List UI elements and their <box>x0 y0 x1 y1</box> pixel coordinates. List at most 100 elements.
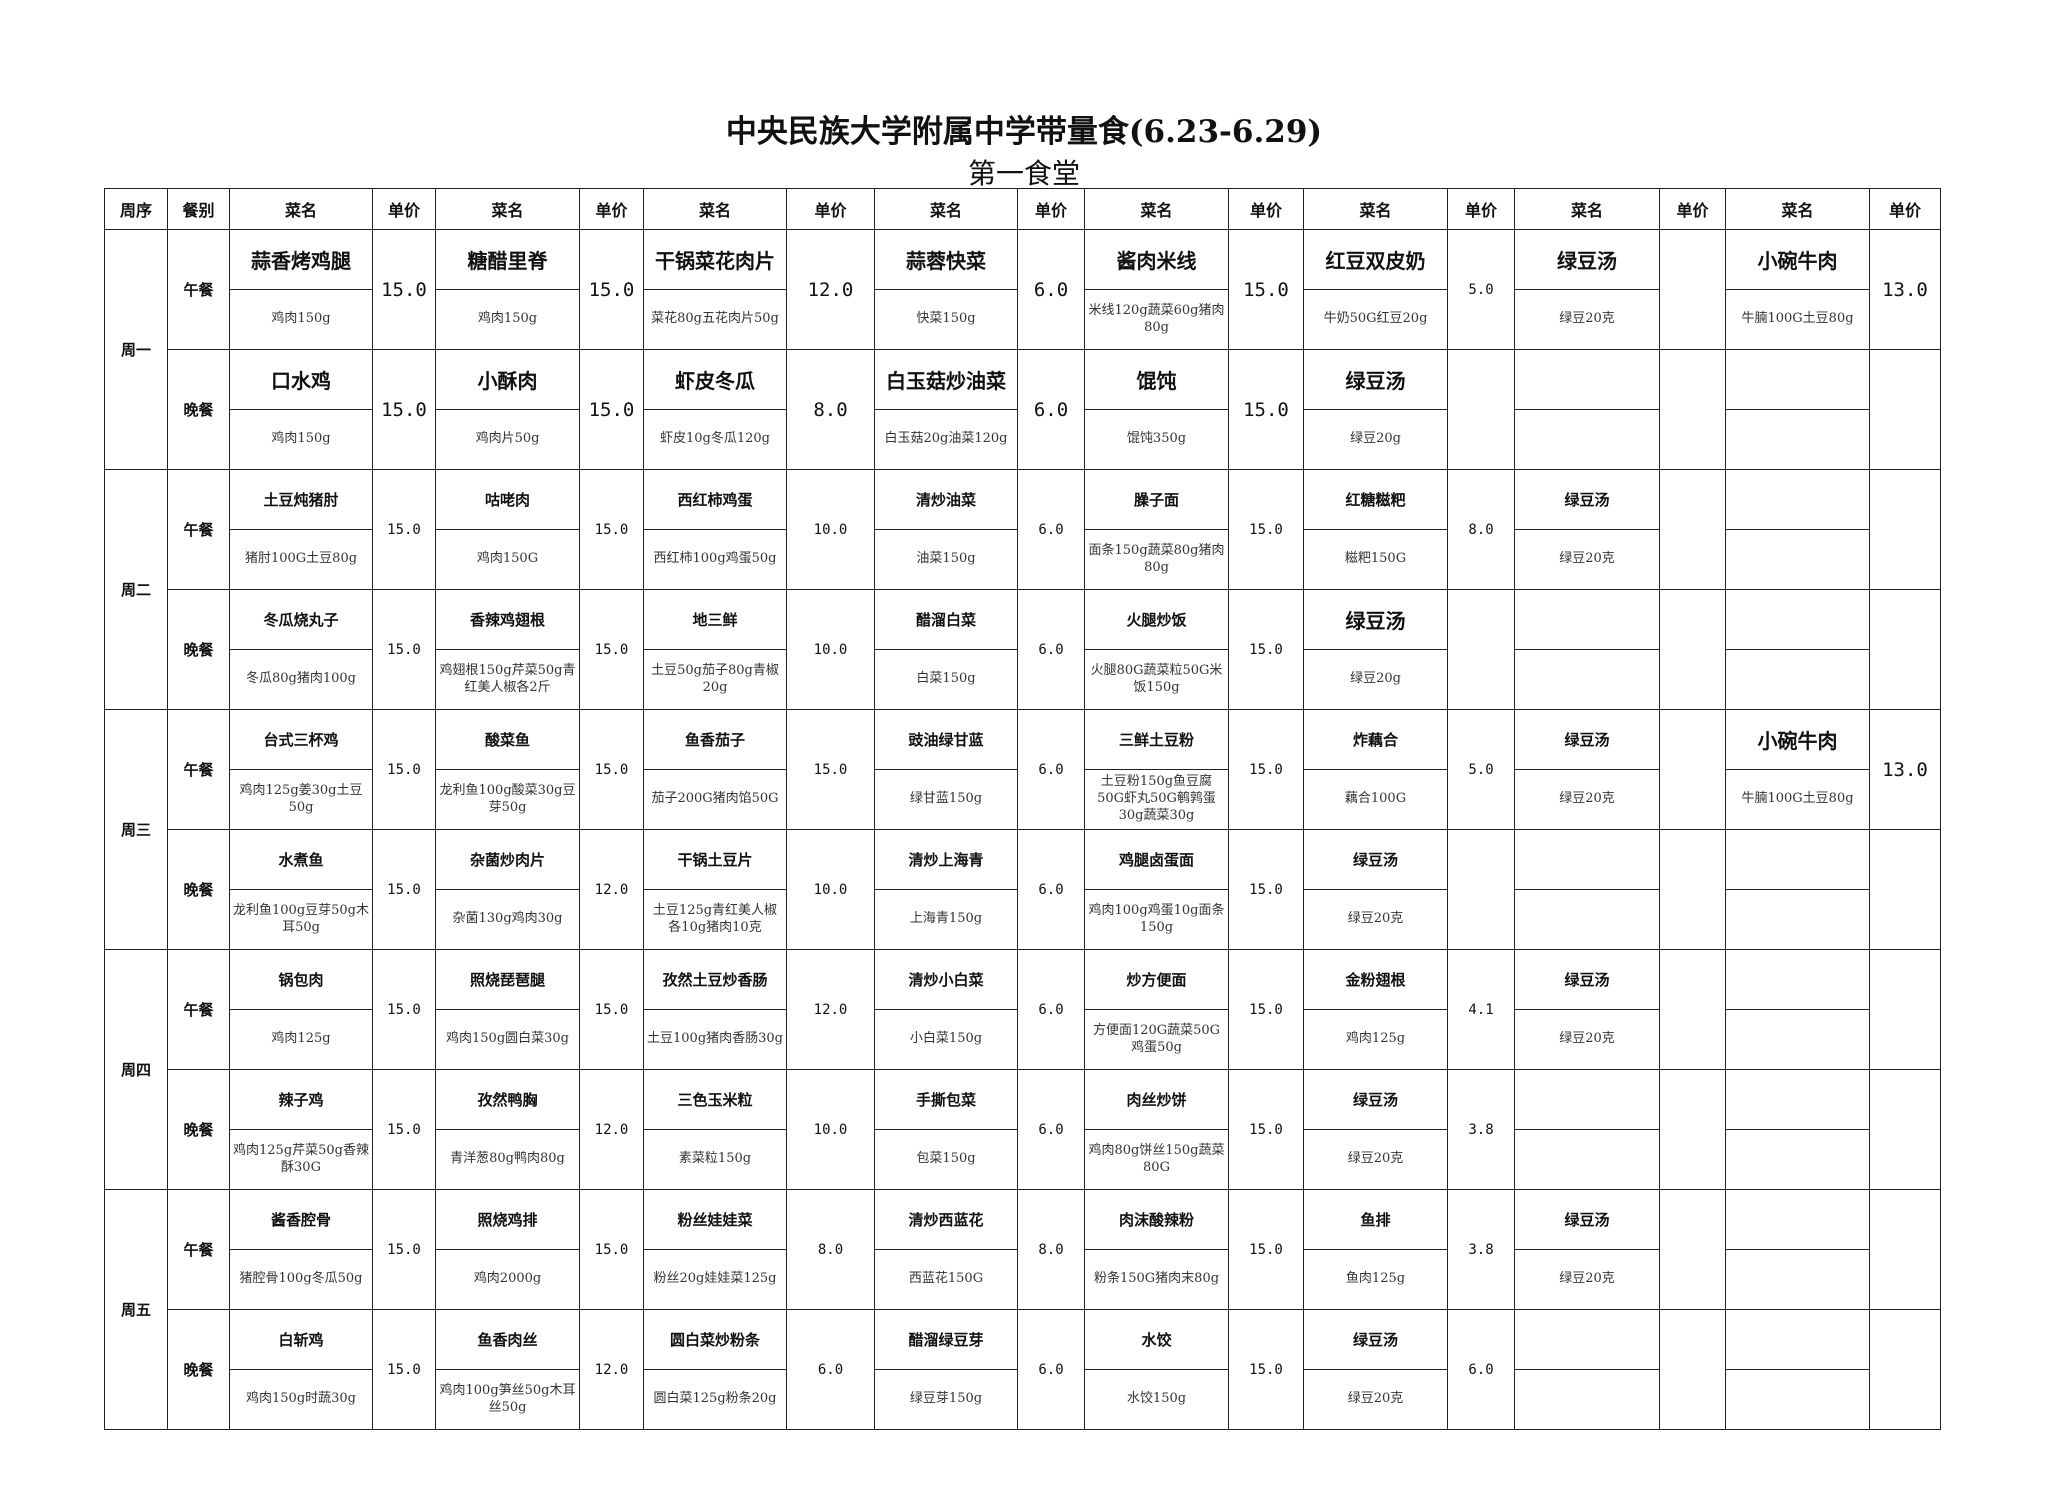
dish-ingredients <box>1514 1129 1660 1190</box>
dish-name: 小碗牛肉 <box>1725 709 1870 770</box>
dish-price: 6.0 <box>786 1309 875 1430</box>
dish-ingredients: 鸡肉150g圆白菜30g <box>435 1009 580 1070</box>
dish-name: 照烧琵琶腿 <box>435 949 580 1010</box>
dish-name: 清炒西蓝花 <box>874 1189 1018 1250</box>
dish-price: 15.0 <box>372 589 436 710</box>
dish-price <box>1659 1069 1726 1190</box>
dish-ingredients: 小白菜150g <box>874 1009 1018 1070</box>
dish-name: 鸡腿卤蛋面 <box>1084 829 1229 890</box>
dish-ingredients: 牛奶50G红豆20g <box>1303 289 1448 350</box>
dish-ingredients: 土豆50g茄子80g青椒20g <box>643 649 787 710</box>
dish-name: 肉沫酸辣粉 <box>1084 1189 1229 1250</box>
dish-price <box>1869 829 1941 950</box>
page-title: 中央民族大学附属中学带量食(6.23-6.29) <box>725 114 1323 150</box>
dish-desc-row: 鸡肉150g时蔬30g 鸡肉100g笋丝50g木耳丝50g 圆白菜125g粉条20g… <box>105 1369 1941 1430</box>
dish-ingredients: 虾皮10g冬瓜120g <box>643 409 787 470</box>
dish-price: 8.0 <box>1447 469 1515 590</box>
dish-name: 白斩鸡 <box>229 1309 373 1370</box>
dish-name <box>1514 589 1660 650</box>
dish-price <box>1659 229 1726 350</box>
dish-name <box>1725 349 1870 410</box>
dish-name: 炸藕合 <box>1303 709 1448 770</box>
header-dish-name: 菜名 <box>1303 188 1448 230</box>
dish-price <box>1869 589 1941 710</box>
dish-price <box>1447 349 1515 470</box>
dish-name: 绿豆汤 <box>1303 1309 1448 1370</box>
dish-ingredients: 粉条150G猪肉末80g <box>1084 1249 1229 1310</box>
dish-name-row: 晚餐 水煮鱼 15.0 杂菌炒肉片 12.0 干锅土豆片 10.0 清炒上海青 6.0 鸡腿卤蛋面… <box>105 829 1941 950</box>
header-dish-name: 菜名 <box>643 188 787 230</box>
dish-price <box>1659 709 1726 830</box>
dish-name-row: 晚餐 冬瓜烧丸子 15.0 香辣鸡翅根 15.0 地三鲜 10.0 醋溜白菜 6.0 火腿炒饭 15… <box>105 589 1941 710</box>
header-dish-name: 菜名 <box>1084 188 1229 230</box>
dish-name: 酸菜鱼 <box>435 709 580 770</box>
dish-name: 醋溜绿豆芽 <box>874 1309 1018 1370</box>
dish-price: 15.0 <box>579 709 644 830</box>
dish-ingredients: 鸡肉片50g <box>435 409 580 470</box>
dish-ingredients: 土豆粉150g鱼豆腐50G虾丸50G鹌鹑蛋30g蔬菜30g <box>1084 769 1229 830</box>
dish-name: 辣子鸡 <box>229 1069 373 1130</box>
dish-name: 土豆炖猪肘 <box>229 469 373 530</box>
menu-table: 周序 餐别 菜名 单价 菜名 单价 菜名 单价 菜名 单价 菜名 单价 菜名 单价 菜名 单价 菜名 单价 周一午… <box>104 188 1941 1430</box>
dish-name: 醋溜白菜 <box>874 589 1018 650</box>
dish-price: 3.8 <box>1447 1189 1515 1310</box>
dish-price: 15.0 <box>1228 709 1304 830</box>
header-price: 单价 <box>1659 188 1726 230</box>
meal-label: 晚餐 <box>167 349 230 470</box>
header-price: 单价 <box>1228 188 1304 230</box>
dish-price: 12.0 <box>579 1069 644 1190</box>
dish-name <box>1725 1069 1870 1130</box>
dish-name: 冬瓜烧丸子 <box>229 589 373 650</box>
dish-ingredients: 鸡翅根150g芹菜50g青红美人椒各2斤 <box>435 649 580 710</box>
dish-ingredients: 绿豆20g <box>1303 409 1448 470</box>
dish-name-row: 晚餐 口水鸡 15.0 小酥肉 15.0 虾皮冬瓜 8.0 白玉菇炒油菜 6.0 馄饨 15.0 绿豆… <box>105 349 1941 470</box>
dish-name-row: 晚餐 白斩鸡 15.0 鱼香肉丝 12.0 圆白菜炒粉条 6.0 醋溜绿豆芽 6.0 水饺 15.0… <box>105 1309 1941 1430</box>
dish-price <box>1869 349 1941 470</box>
dish-name: 清炒小白菜 <box>874 949 1018 1010</box>
dish-name <box>1725 469 1870 530</box>
dish-price: 15.0 <box>1228 229 1304 350</box>
dish-price: 15.0 <box>786 709 875 830</box>
dish-price: 6.0 <box>1017 229 1085 350</box>
dish-price: 8.0 <box>1017 1189 1085 1310</box>
dish-name: 干锅土豆片 <box>643 829 787 890</box>
dish-name: 绿豆汤 <box>1303 589 1448 650</box>
dish-name: 口水鸡 <box>229 349 373 410</box>
dish-name <box>1514 349 1660 410</box>
day-label: 周一 <box>104 229 168 470</box>
dish-name <box>1725 589 1870 650</box>
dish-ingredients: 绿甘蓝150g <box>874 769 1018 830</box>
dish-name-row: 周三 午餐 台式三杯鸡 15.0 酸菜鱼 15.0 鱼香茄子 15.0 豉油绿甘蓝 6.0 三鲜土豆… <box>104 709 1941 950</box>
dish-price: 15.0 <box>579 949 644 1070</box>
dish-name <box>1725 949 1870 1010</box>
dish-ingredients: 绿豆芽150g <box>874 1369 1018 1430</box>
dish-ingredients: 青洋葱80g鸭肉80g <box>435 1129 580 1190</box>
dish-ingredients <box>1514 649 1660 710</box>
dish-desc-row: 龙利鱼100g豆芽50g木耳50g 杂菌130g鸡肉30g 土豆125g青红美人椒各… <box>105 889 1941 950</box>
meal-label: 晚餐 <box>167 1309 230 1430</box>
dish-ingredients <box>1725 1129 1870 1190</box>
dish-price: 4.1 <box>1447 949 1515 1070</box>
dish-price: 10.0 <box>786 469 875 590</box>
dish-price: 15.0 <box>1228 1069 1304 1190</box>
dish-price: 15.0 <box>1228 469 1304 590</box>
dish-price: 15.0 <box>372 1069 436 1190</box>
dish-ingredients: 绿豆20克 <box>1303 1129 1448 1190</box>
dish-desc-row: 鸡肉125g芹菜50g香辣酥30G 青洋葱80g鸭肉80g 素菜粒150g 包菜150… <box>105 1129 1941 1190</box>
dish-ingredients: 鸡肉125g姜30g土豆50g <box>229 769 373 830</box>
dish-name <box>1725 1309 1870 1370</box>
dish-name-row: 周五 午餐 酱香腔骨 15.0 照烧鸡排 15.0 粉丝娃娃菜 8.0 清炒西蓝花 8.0 肉沫酸辣… <box>104 1189 1941 1430</box>
dish-name-row: 周二 午餐 土豆炖猪肘 15.0 咕咾肉 15.0 西红柿鸡蛋 10.0 清炒油菜 6.0 臊子面 1… <box>104 469 1941 710</box>
dish-price: 8.0 <box>786 1189 875 1310</box>
dish-ingredients: 鸡肉2000g <box>435 1249 580 1310</box>
header-price: 单价 <box>1017 188 1085 230</box>
dish-name: 红糖糍粑 <box>1303 469 1448 530</box>
dish-price: 10.0 <box>786 1069 875 1190</box>
dish-ingredients: 绿豆20g <box>1303 649 1448 710</box>
dish-name: 香辣鸡翅根 <box>435 589 580 650</box>
dish-ingredients <box>1725 1249 1870 1310</box>
header-price: 单价 <box>786 188 875 230</box>
dish-ingredients <box>1725 889 1870 950</box>
dish-name: 干锅菜花肉片 <box>643 229 787 290</box>
dish-ingredients: 白玉菇20g油菜120g <box>874 409 1018 470</box>
